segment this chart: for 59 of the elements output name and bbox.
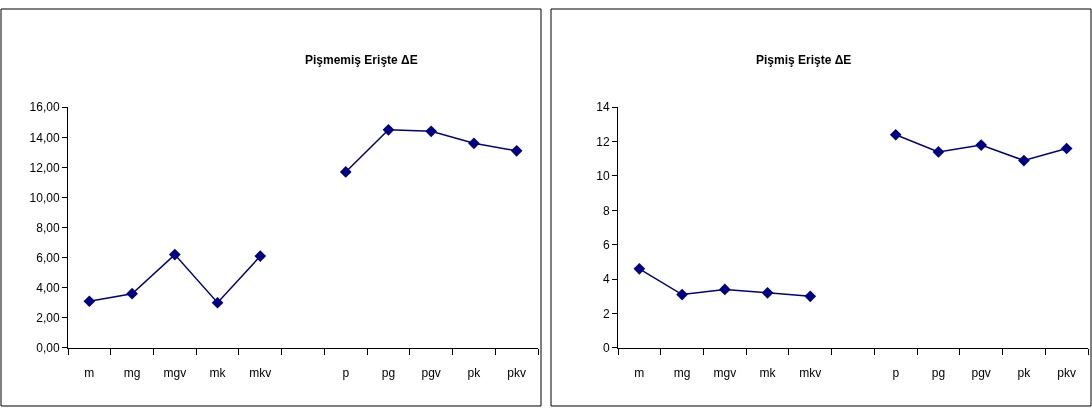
point <box>126 287 138 300</box>
y-tick-label: 12 <box>596 134 610 149</box>
x-tick-label: pk <box>467 366 482 381</box>
point <box>932 146 945 158</box>
y-tick-label: 8,00 <box>36 220 60 235</box>
point <box>1018 154 1030 167</box>
point <box>211 296 224 309</box>
chart-title: Pişmemiş Erişte ΔE <box>305 53 418 67</box>
y-tick-label: 10 <box>596 169 610 184</box>
point <box>804 290 817 303</box>
point <box>889 128 902 141</box>
x-tick-label: p <box>892 366 900 381</box>
point <box>1060 142 1073 155</box>
y-tick-label: 14 <box>596 100 610 115</box>
point <box>382 123 395 136</box>
x-tick-label: pg <box>381 366 396 381</box>
x-tick-label: pgv <box>421 366 441 381</box>
x-tick-label: mgv <box>713 366 737 381</box>
x-tick-label: mg <box>123 366 141 381</box>
x-tick-label: mk <box>759 366 777 381</box>
x-tick-label: mkv <box>799 366 822 381</box>
y-tick-label: 4 <box>602 272 610 287</box>
x-tick-label: pk <box>1017 366 1032 381</box>
point <box>254 250 267 262</box>
y-tick-label: 0,00 <box>36 341 60 356</box>
point <box>510 145 523 157</box>
y-tick-label: 14,00 <box>29 130 60 145</box>
x-tick-label: mk <box>209 366 227 381</box>
y-tick-label: 2,00 <box>36 310 60 325</box>
x-tick-label: m <box>84 366 95 381</box>
x-tick-label: p <box>342 366 350 381</box>
y-tick-label: 4,00 <box>36 280 60 295</box>
point <box>975 139 988 151</box>
point <box>718 283 731 296</box>
point <box>168 248 181 261</box>
x-tick-label: pkv <box>1057 366 1076 381</box>
x-tick-label: pkv <box>507 366 526 381</box>
point <box>83 295 96 308</box>
x-tick-label: pgv <box>971 366 991 381</box>
y-tick-label: 0 <box>602 341 610 356</box>
y-tick-label: 8 <box>602 203 610 218</box>
x-tick-label: mkv <box>249 366 272 381</box>
y-tick-label: 6 <box>602 237 610 252</box>
y-tick-label: 16,00 <box>29 100 60 115</box>
y-tick-label: 2 <box>602 306 610 321</box>
point <box>425 125 438 138</box>
point <box>339 166 352 178</box>
x-tick-label: pg <box>931 366 946 381</box>
x-tick-label: mgv <box>163 366 187 381</box>
y-tick-label: 10,00 <box>29 190 60 205</box>
point <box>633 262 646 275</box>
point <box>468 137 480 150</box>
y-tick-label: 12,00 <box>29 160 60 175</box>
chart-title: Pişmiş Erişte ΔE <box>756 53 852 67</box>
point <box>676 288 688 301</box>
x-tick-label: m <box>634 366 645 381</box>
x-tick-label: mg <box>673 366 691 381</box>
y-tick-label: 6,00 <box>36 250 60 265</box>
point <box>761 287 774 299</box>
